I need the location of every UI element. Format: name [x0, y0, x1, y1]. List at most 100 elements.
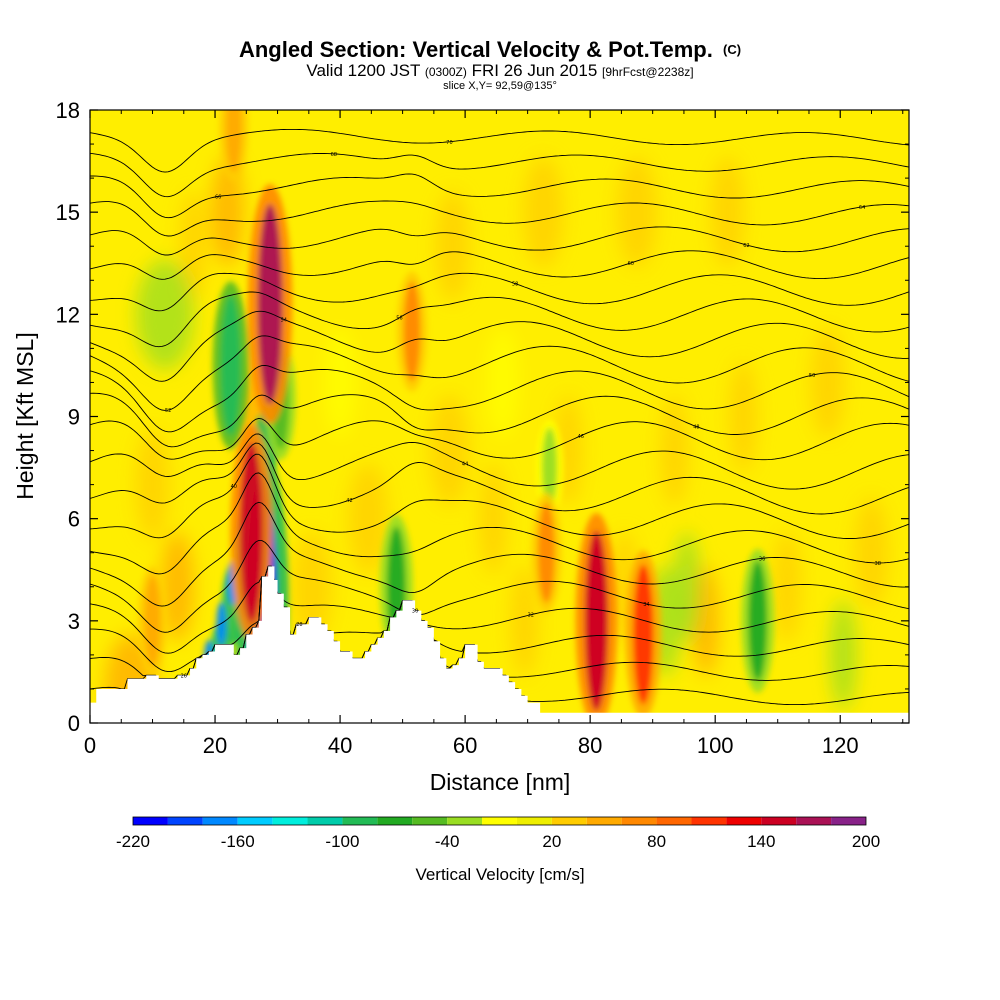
x-tick-label: 60 — [453, 733, 477, 758]
terrain — [90, 566, 909, 723]
colorbar-tick-label: -40 — [435, 832, 460, 851]
velocity-band — [711, 157, 745, 268]
contour-label: 42 — [346, 498, 352, 504]
contour-label: 54 — [281, 317, 287, 323]
colorbar-tick-label: -220 — [116, 832, 150, 851]
y-tick-label: 3 — [68, 609, 80, 634]
contour-label: 44 — [462, 462, 468, 468]
y-tick-label: 18 — [56, 98, 80, 123]
contour-label: 62 — [743, 243, 749, 249]
colorbar-swatch — [237, 817, 273, 825]
updraft-core — [225, 110, 242, 173]
contour-label: 30 — [412, 609, 418, 615]
colorbar-swatch — [691, 817, 727, 825]
contour-label: 26 — [181, 673, 187, 679]
colorbar-swatch — [342, 817, 378, 825]
colorbar-tick-label: 140 — [747, 832, 775, 851]
velocity-band — [511, 565, 538, 676]
velocity-band — [292, 531, 332, 642]
velocity-band — [729, 361, 757, 472]
updraft-core — [584, 530, 609, 711]
colorbar-frame — [132, 816, 867, 826]
velocity-band — [429, 395, 470, 506]
theta-contour — [90, 173, 909, 219]
colorbar-swatch — [412, 817, 448, 825]
contour-label: 66 — [215, 194, 221, 200]
contour-labels: 26 28 30 32 34 36 38 40 42 44 46 48 50 52 54 56 58 60 62 64… — [165, 140, 881, 680]
colorbar-swatch — [656, 817, 692, 825]
colorbar-tick-label: 20 — [542, 832, 561, 851]
velocity-band — [811, 327, 845, 438]
x-tick-label: 20 — [203, 733, 227, 758]
colorbar-tick-label: -100 — [325, 832, 359, 851]
colorbar-tick-label: 80 — [647, 832, 666, 851]
colorbar-swatch — [831, 817, 866, 825]
downdraft-core — [748, 560, 767, 681]
theta-contour — [90, 392, 909, 448]
contour-label: 60 — [628, 261, 634, 267]
theta-contour — [90, 250, 909, 280]
downdraft-slant-core — [216, 602, 227, 647]
theta-contour — [90, 291, 909, 348]
velocity-band — [211, 157, 245, 268]
header: Angled Section: Vertical Velocity & Pot.… — [239, 37, 741, 92]
theta-contour — [90, 152, 909, 198]
velocity-band — [136, 259, 195, 370]
contour-label: 70 — [446, 140, 452, 146]
theta-contour — [90, 442, 909, 515]
colorbar-swatch — [377, 817, 413, 825]
colorbar-swatch — [202, 817, 238, 825]
theta-contour — [90, 539, 909, 633]
colorbar-swatch — [133, 817, 168, 825]
colorbar-swatch — [796, 817, 832, 825]
velocity-band — [829, 599, 857, 710]
velocity-band — [136, 429, 170, 540]
x-tick-label: 120 — [822, 733, 859, 758]
contour-label: 28 — [296, 622, 302, 628]
contour-label: 36 — [759, 556, 765, 562]
theta-contour — [90, 200, 909, 237]
velocity-band — [479, 463, 507, 574]
contour-label: 50 — [809, 373, 815, 379]
valid-utc: (0300Z) — [425, 65, 467, 79]
x-tick-label: 80 — [578, 733, 602, 758]
x-axis-label: Distance [nm] — [430, 769, 571, 795]
colorbar-tick-label: 200 — [852, 832, 880, 851]
updraft-core — [537, 502, 555, 603]
x-tick-label: 0 — [84, 733, 96, 758]
contour-label: 56 — [396, 316, 402, 322]
velocity-band — [773, 531, 801, 642]
forecast-info: [9hrFcst@2238z] — [602, 65, 694, 79]
updraft-core — [144, 575, 161, 666]
x-tick-label: 100 — [697, 733, 734, 758]
y-tick-label: 6 — [68, 507, 80, 532]
contour-label: 68 — [331, 152, 337, 158]
theta-contours — [90, 128, 909, 706]
chart-title: Angled Section: Vertical Velocity & Pot.… — [239, 37, 741, 62]
colorbar-label: Vertical Velocity [cm/s] — [415, 865, 584, 884]
velocity-band — [486, 327, 520, 438]
contour-label: 32 — [528, 613, 534, 619]
y-tick-label: 15 — [56, 200, 80, 225]
colorbar-swatch — [307, 817, 343, 825]
contour-label: 38 — [875, 561, 881, 567]
theta-contour — [90, 501, 909, 607]
velocity-band — [617, 157, 657, 268]
colorbar-tick-label: -160 — [221, 832, 255, 851]
updraft-core — [403, 281, 421, 382]
theta-contour — [90, 272, 909, 312]
x-tick-label: 40 — [328, 733, 352, 758]
theta-contour — [90, 364, 909, 433]
theta-contour — [90, 417, 909, 461]
velocity-band — [661, 395, 688, 506]
title-unit: (C) — [723, 42, 741, 57]
velocity-band — [323, 327, 357, 438]
velocity-band — [854, 497, 888, 608]
velocity-band — [436, 191, 470, 302]
colorbar-swatch — [447, 817, 483, 825]
theta-contour — [90, 226, 909, 256]
downdraft-core — [220, 295, 241, 436]
velocity-band — [348, 463, 388, 574]
theta-contour — [90, 335, 909, 411]
